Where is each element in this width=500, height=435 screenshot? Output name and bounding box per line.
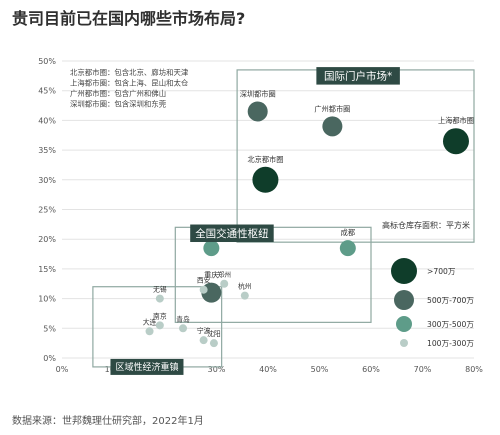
source-note: 数据来源：世邦魏理仕研究部，2022年1月 <box>12 416 204 427</box>
legend-label: 500万-700万 <box>427 296 474 305</box>
x-tick-label: 30% <box>208 365 226 374</box>
legend-bubble <box>396 316 412 332</box>
y-tick-label: 50% <box>38 57 56 66</box>
x-tick-label: 80% <box>465 365 483 374</box>
bubble <box>339 240 356 257</box>
x-tick-label: 50% <box>311 365 329 374</box>
legend-bubble <box>391 258 417 284</box>
bubble-label: 宁波 <box>197 326 211 335</box>
bubble <box>247 101 268 122</box>
bubble <box>220 279 229 288</box>
bubble <box>155 294 164 303</box>
bubble <box>179 324 188 333</box>
legend-label: 100万-300万 <box>427 339 474 348</box>
bubble <box>155 321 164 330</box>
tier-label: 国际门户市场* <box>324 70 392 83</box>
y-tick-label: 30% <box>38 176 56 185</box>
y-tick-label: 5% <box>43 324 56 333</box>
bubble-label: 北京都市圈 <box>247 155 283 164</box>
bubble-label: 重庆 <box>204 271 218 280</box>
bubble-label: 大连 <box>143 317 157 326</box>
y-tick-label: 25% <box>38 206 56 215</box>
bubble <box>252 166 279 193</box>
bubble-label: 杭州 <box>238 282 252 291</box>
bubble <box>199 336 208 345</box>
bubble-label: 深圳都市圈 <box>240 89 276 98</box>
tier-label-bg <box>110 358 184 375</box>
y-tick-label: 0% <box>43 354 56 363</box>
note-line: 深圳都市圈：包含深圳和东莞 <box>70 100 167 109</box>
x-tick-label: 40% <box>259 365 277 374</box>
bubble-label: 成都 <box>341 228 355 237</box>
x-tick-label: 70% <box>414 365 432 374</box>
x-tick-label: 0% <box>56 365 69 374</box>
legend-bubble <box>400 339 408 347</box>
y-tick-label: 35% <box>38 146 56 155</box>
bubble <box>209 339 218 348</box>
bubble-label: 上海都市圈 <box>438 116 474 125</box>
legend-bubble <box>394 290 414 310</box>
bubble <box>145 327 154 336</box>
y-tick-label: 15% <box>38 265 56 274</box>
bubble <box>240 291 249 300</box>
tier-label: 区域性经济重镇 <box>115 361 178 373</box>
y-tick-label: 45% <box>38 87 56 96</box>
bubble-label: 郑州 <box>217 271 231 279</box>
legend-label: 300万-500万 <box>427 320 474 329</box>
legend-title: 高标仓库存面积：平方米 <box>382 220 470 230</box>
y-tick-label: 10% <box>38 295 56 304</box>
bubble-label: 沈阳 <box>207 329 221 338</box>
bubble-label: 西安 <box>197 276 211 285</box>
note-line: 北京都市圈：包含北京、廊坊和天津 <box>70 68 189 77</box>
bubble <box>199 285 208 294</box>
bubble <box>322 116 343 137</box>
tier-label-bg <box>316 67 400 85</box>
note-line: 上海都市圈：包含上海、昆山和太仓 <box>70 79 189 88</box>
bubble <box>203 240 220 257</box>
note-line: 广州都市圈：包含广州和佛山 <box>70 89 166 98</box>
bubble-label: 广州都市圈 <box>314 104 350 113</box>
x-tick-label: 60% <box>362 365 380 374</box>
y-tick-label: 20% <box>38 235 56 244</box>
legend-label: >700万 <box>427 267 456 276</box>
bubble-label: 南京 <box>153 311 167 320</box>
tier-label: 全国交通性枢纽 <box>195 227 269 240</box>
bubble <box>442 128 469 155</box>
y-tick-label: 40% <box>38 116 56 125</box>
chart-title: 贵司目前已在国内哪些市场布局? <box>12 9 246 28</box>
bubble-label: 青岛 <box>176 314 190 323</box>
bubble-label: 无锡 <box>153 285 167 294</box>
tier-label-bg <box>190 224 274 243</box>
